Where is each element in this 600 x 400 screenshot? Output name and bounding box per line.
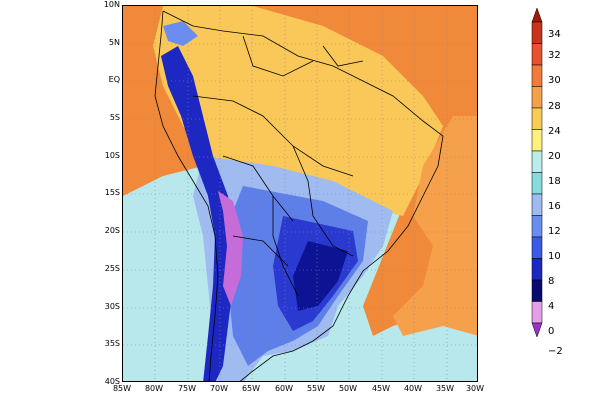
lat-label: 20S	[104, 226, 120, 235]
lat-label: 10N	[103, 0, 120, 9]
lat-label: 30S	[104, 302, 120, 311]
colorbar-label: 34	[548, 29, 561, 40]
lat-label: 35S	[104, 339, 120, 348]
colorbar-bottom-arrow	[531, 322, 543, 338]
colorbar-label: 4	[548, 301, 555, 312]
lon-label: 75W	[177, 384, 197, 393]
lon-label: 85W	[112, 384, 132, 393]
colorbar-label: 24	[548, 126, 561, 137]
colorbar-top-arrow	[531, 7, 543, 23]
lon-label: 40W	[403, 384, 423, 393]
lat-label: EQ	[108, 75, 120, 84]
lon-label: 60W	[274, 384, 294, 393]
colorbar-segment	[531, 301, 543, 324]
colorbar-segment	[531, 215, 543, 238]
lon-label: 30W	[465, 384, 485, 393]
lon-label: 70W	[209, 384, 229, 393]
colorbar-label: 16	[548, 201, 561, 212]
lat-label: 10S	[104, 151, 120, 160]
lat-label: 5N	[108, 38, 120, 47]
colorbar-segment	[531, 64, 543, 87]
lat-label: 5S	[109, 113, 120, 122]
lon-label: 55W	[306, 384, 326, 393]
colorbar-label: 18	[548, 176, 561, 187]
colorbar-segment	[531, 43, 543, 66]
northern-andes	[163, 21, 198, 46]
lon-label: 65W	[241, 384, 261, 393]
lat-label: 15S	[104, 188, 120, 197]
lon-label: 50W	[338, 384, 358, 393]
colorbar-label: 12	[548, 226, 561, 237]
colorbar-label: 20	[548, 151, 561, 162]
colorbar-segment	[531, 129, 543, 152]
colorbar-label: 28	[548, 101, 561, 112]
land-cold-core	[293, 241, 348, 311]
colorbar-label: 0	[548, 326, 555, 337]
colorbar-segment	[531, 236, 543, 259]
colorbar-label: 30	[548, 75, 561, 86]
lon-label: 45W	[371, 384, 391, 393]
colorbar-segment	[531, 258, 543, 281]
lon-label: 80W	[144, 384, 164, 393]
grid-lines	[123, 6, 477, 381]
colorbar-segment	[531, 172, 543, 195]
colorbar-segment	[531, 107, 543, 130]
lat-label: 25S	[104, 264, 120, 273]
temperature-map	[123, 6, 477, 381]
coastlines-and-borders	[154, 10, 444, 381]
lon-label: 35W	[435, 384, 455, 393]
map-panel	[122, 5, 478, 382]
colorbar-label: 10	[548, 251, 561, 262]
colorbar-segment	[531, 150, 543, 173]
atlantic-orange	[393, 116, 477, 336]
colorbar-segment	[531, 21, 543, 44]
andes-freezing	[218, 191, 243, 306]
colorbar-segment	[531, 86, 543, 109]
colorbar-label: 32	[548, 50, 561, 61]
colorbar-segment	[531, 193, 543, 216]
colorbar-label: −2	[548, 346, 563, 357]
colorbar-segment	[531, 279, 543, 302]
colorbar-label: 8	[548, 276, 555, 287]
lat-label: 40S	[104, 377, 120, 386]
